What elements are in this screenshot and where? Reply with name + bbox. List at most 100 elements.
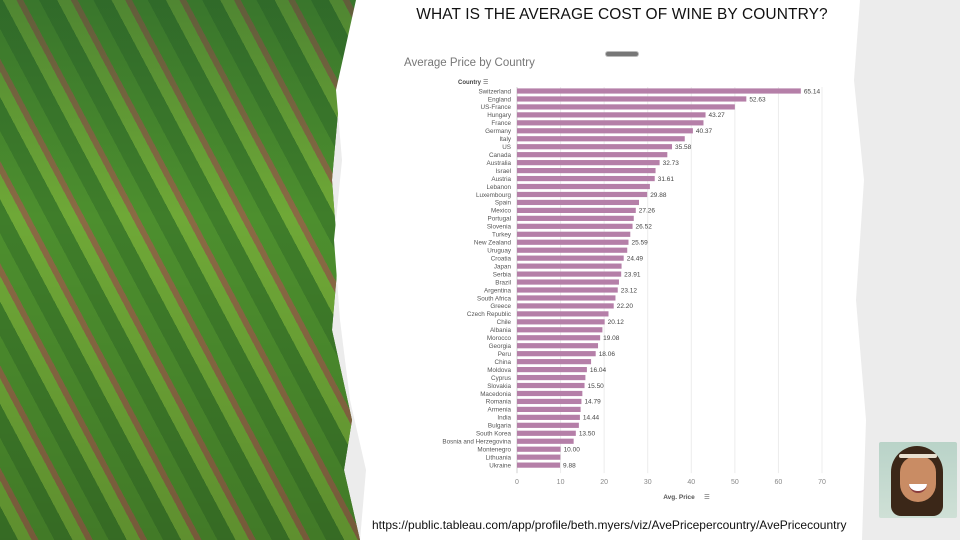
value-label: 29.88 bbox=[650, 192, 667, 199]
bar bbox=[517, 175, 655, 182]
category-label: Albania bbox=[490, 327, 512, 334]
category-label: Serbia bbox=[493, 271, 512, 278]
bar bbox=[517, 128, 693, 134]
category-label: Morocco bbox=[487, 335, 512, 342]
bar bbox=[517, 462, 561, 468]
column-header-label: Country bbox=[458, 80, 481, 86]
category-label: Ukraine bbox=[489, 462, 511, 469]
category-label: Slovenia bbox=[487, 224, 512, 231]
value-label: 10.00 bbox=[564, 447, 581, 454]
bar bbox=[517, 168, 656, 174]
bar bbox=[517, 239, 629, 245]
chart-title: Average Price by Country bbox=[404, 57, 535, 69]
x-tick-label: 30 bbox=[644, 479, 652, 486]
category-label: Turkey bbox=[492, 232, 512, 239]
category-label: Portugal bbox=[488, 216, 511, 223]
bar bbox=[517, 319, 605, 325]
bar bbox=[517, 287, 618, 293]
category-label: Luxembourg bbox=[476, 192, 512, 199]
bar bbox=[517, 382, 585, 389]
category-label: Hungary bbox=[487, 112, 512, 119]
category-label: Bosnia and Herzegovina bbox=[442, 439, 511, 446]
bar bbox=[517, 136, 685, 142]
category-label: China bbox=[495, 359, 512, 366]
value-label: 25.59 bbox=[631, 240, 648, 247]
x-tick-label: 20 bbox=[600, 479, 608, 486]
bar bbox=[517, 343, 599, 349]
bar bbox=[517, 311, 609, 317]
value-label: 23.91 bbox=[624, 271, 641, 278]
source-url[interactable]: https://public.tableau.com/app/profile/b… bbox=[372, 518, 847, 532]
category-label: Czech Republic bbox=[467, 311, 511, 318]
value-label: 13.50 bbox=[579, 431, 596, 438]
x-tick-label: 40 bbox=[687, 479, 695, 486]
bar bbox=[517, 271, 622, 277]
bar bbox=[517, 263, 622, 269]
category-label: South Africa bbox=[477, 295, 511, 302]
bar bbox=[517, 446, 561, 452]
category-label: Canada bbox=[489, 152, 512, 159]
value-label: 65.14 bbox=[804, 88, 821, 95]
category-label: Chile bbox=[497, 319, 512, 326]
bar bbox=[517, 303, 614, 309]
category-label: Peru bbox=[498, 351, 512, 358]
value-label: 32.73 bbox=[663, 160, 680, 167]
category-label: Lebanon bbox=[486, 184, 511, 191]
bar bbox=[517, 231, 631, 237]
category-label: Slovakia bbox=[487, 383, 511, 390]
value-label: 35.58 bbox=[675, 144, 692, 151]
category-label: Japan bbox=[494, 263, 512, 270]
category-label: Romania bbox=[486, 399, 512, 406]
bar bbox=[517, 223, 633, 229]
bar bbox=[517, 104, 735, 110]
category-label: South Korea bbox=[476, 431, 512, 438]
category-label: Armenia bbox=[488, 407, 512, 414]
bar bbox=[517, 406, 581, 412]
bar bbox=[517, 335, 601, 341]
bar bbox=[517, 374, 586, 381]
bar bbox=[517, 152, 668, 158]
bar bbox=[517, 422, 579, 428]
value-label: 16.04 bbox=[590, 367, 607, 374]
category-label: Georgia bbox=[489, 343, 512, 350]
category-label: India bbox=[497, 415, 511, 422]
bar bbox=[517, 96, 747, 102]
bar bbox=[517, 191, 648, 198]
category-label: Macedonia bbox=[480, 391, 511, 398]
value-label: 43.27 bbox=[709, 112, 726, 119]
value-label: 24.49 bbox=[627, 255, 644, 262]
value-label: 14.44 bbox=[583, 415, 600, 422]
bar bbox=[517, 120, 704, 126]
category-label: Australia bbox=[487, 160, 512, 167]
category-label: Switzerland bbox=[478, 88, 511, 95]
value-label: 27.26 bbox=[639, 208, 656, 215]
category-label: Greece bbox=[490, 303, 511, 310]
category-label: France bbox=[491, 120, 511, 127]
value-label: 26.52 bbox=[636, 224, 653, 231]
value-label: 18.06 bbox=[599, 351, 616, 358]
category-label: Moldova bbox=[487, 367, 511, 374]
category-label: Croatia bbox=[491, 255, 512, 262]
category-label: Israel bbox=[496, 168, 511, 175]
category-label: US bbox=[502, 144, 511, 151]
value-label: 20.12 bbox=[608, 319, 625, 326]
bar bbox=[517, 454, 561, 460]
bar bbox=[517, 255, 624, 261]
bar bbox=[517, 359, 592, 365]
sort-icon[interactable]: ☰ bbox=[483, 80, 489, 86]
category-label: Montenegro bbox=[477, 447, 511, 454]
category-label: Austria bbox=[491, 176, 511, 183]
category-label: Germany bbox=[485, 128, 512, 135]
value-label: 14.79 bbox=[584, 399, 601, 406]
column-header-country[interactable]: Country ☰ bbox=[458, 79, 488, 86]
presenter-avatar bbox=[879, 442, 957, 518]
slide-headline: WHAT IS THE AVERAGE COST OF WINE BY COUN… bbox=[416, 6, 828, 23]
drag-handle[interactable] bbox=[606, 52, 638, 56]
category-label: Argentina bbox=[484, 287, 511, 294]
bar bbox=[517, 88, 801, 94]
bar bbox=[517, 327, 603, 333]
x-axis-title: Avg. Price bbox=[663, 494, 695, 501]
vineyard-photo bbox=[0, 0, 360, 540]
category-label: Brazil bbox=[495, 279, 511, 286]
